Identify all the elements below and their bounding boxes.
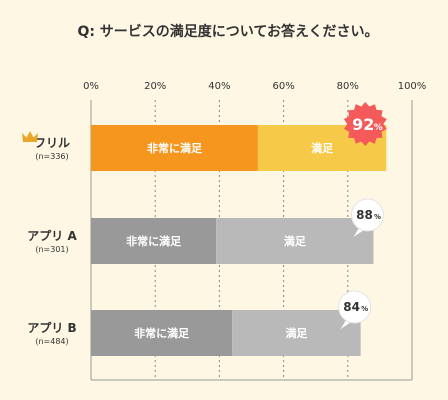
bar-segment-label: 満足 — [285, 326, 308, 340]
total-unit-label: % — [374, 123, 383, 133]
total-value-label: 92 — [352, 115, 374, 134]
x-tick-label: 40% — [208, 81, 230, 92]
total-value-label: 88 — [356, 208, 373, 222]
total-bubble — [338, 290, 372, 324]
x-tick-label: 20% — [144, 81, 166, 92]
total-bubble — [350, 198, 384, 232]
category-label: アプリ A — [27, 228, 77, 243]
bar-segment — [232, 310, 361, 356]
bar-segment — [91, 125, 258, 171]
x-tick-label: 0% — [83, 81, 99, 92]
category-label: フリル — [34, 136, 70, 150]
category-sample-size: (n=301) — [35, 245, 68, 254]
bar-segment-label: 非常に満足 — [147, 141, 203, 155]
crown-icon — [22, 131, 38, 142]
total-unit-label: % — [374, 213, 381, 221]
x-tick-label: 100% — [398, 81, 427, 92]
bar-segment — [91, 310, 233, 356]
category-sample-size: (n=484) — [35, 337, 68, 346]
category-labels: フリル (n=336) アプリ A (n=301) アプリ B (n=484) — [22, 131, 77, 346]
bar-segment-label: 非常に満足 — [134, 326, 190, 340]
category-sample-size: (n=336) — [35, 152, 68, 161]
x-tick-labels: 0% 20% 40% 60% 80% 100% — [83, 81, 426, 92]
bar-segment — [216, 218, 374, 264]
bar-segment-label: 非常に満足 — [126, 234, 182, 248]
total-bubbles: 92 %88 %84% — [338, 102, 387, 330]
bar-segment — [91, 218, 217, 264]
total-value-label: 84 — [343, 300, 360, 314]
total-unit-label: % — [361, 305, 368, 313]
highlight-burst — [343, 102, 387, 146]
category-label: アプリ B — [27, 320, 76, 335]
chart-title: Q: サービスの満足度についてお答えください。 — [77, 23, 378, 40]
x-tick-label: 60% — [272, 81, 294, 92]
bar-segment-label: 満足 — [311, 141, 334, 155]
x-tick-label: 80% — [337, 81, 359, 92]
bar-segment-label: 満足 — [284, 234, 307, 248]
